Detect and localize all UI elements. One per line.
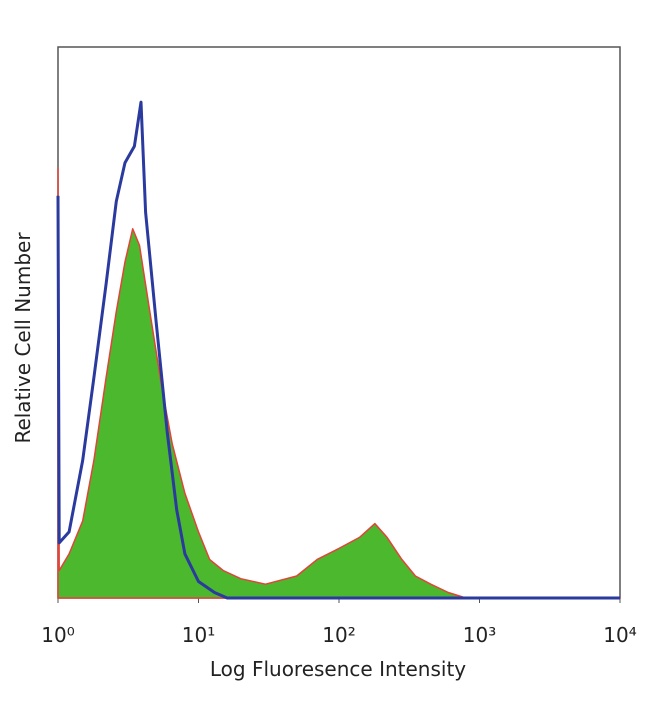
x-tick-label: 10²	[322, 623, 355, 647]
y-axis-label: Relative Cell Number	[11, 232, 35, 444]
x-tick-label: 10¹	[182, 623, 215, 647]
line	[56, 100, 620, 600]
x-tick-label: 10⁴	[603, 623, 636, 647]
x-axis-label: Log Fluoresence Intensity	[210, 657, 466, 681]
x-tick-label: 10⁰	[41, 623, 74, 647]
x-tick-label: 10³	[463, 623, 496, 647]
area	[57, 167, 621, 599]
